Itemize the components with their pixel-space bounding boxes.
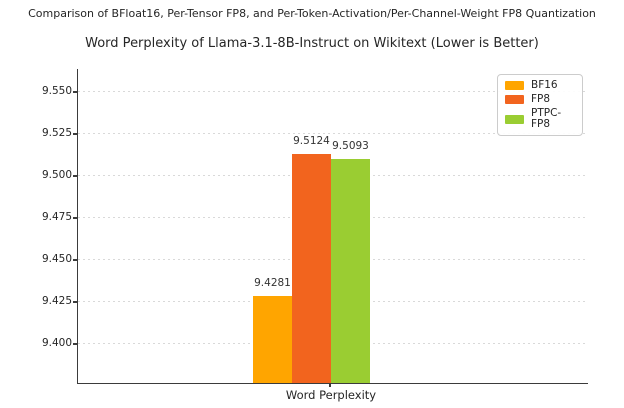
y-tick-mark: [73, 133, 77, 135]
y-tick-mark: [73, 259, 77, 261]
y-tick-mark: [73, 217, 77, 219]
legend-swatch: [505, 114, 524, 124]
plot-area: 9.4281 9.5124 9.5093: [77, 69, 588, 384]
x-tick: [329, 383, 331, 387]
legend-label: PTPC-FP8: [531, 107, 562, 130]
y-tick-label: 9.525: [41, 127, 72, 139]
gridline: [78, 91, 588, 92]
bar-value-label: 9.4281: [254, 276, 291, 289]
y-tick-label: 9.450: [41, 253, 72, 265]
legend-item: PTPC-FP8: [505, 108, 575, 130]
y-tick-label: 9.550: [41, 85, 72, 97]
legend-item: BF16: [505, 80, 575, 91]
legend-label: FP8: [531, 93, 551, 105]
y-tick-label: 9.400: [41, 337, 72, 349]
y-tick-mark: [73, 301, 77, 303]
legend-item: FP8: [505, 94, 575, 105]
legend-label: BF16: [531, 79, 558, 91]
bar-value-label: 9.5124: [293, 135, 330, 148]
y-tick-mark: [73, 343, 77, 345]
legend-swatch: [505, 95, 524, 104]
bar-bf16: [253, 295, 292, 383]
y-tick-mark: [73, 91, 77, 93]
figure-caption: Comparison of BFloat16, Per-Tensor FP8, …: [28, 7, 596, 20]
y-tick-mark: [73, 175, 77, 177]
x-axis-label: Word Perplexity: [285, 388, 377, 402]
legend: BF16 FP8 PTPC-FP8: [497, 74, 583, 136]
bar-ptpc-fp8: [331, 159, 370, 383]
legend-swatch: [505, 81, 524, 90]
bar-fp8: [292, 154, 331, 383]
bar-value-label: 9.5093: [332, 140, 369, 153]
y-tick-label: 9.500: [41, 169, 72, 181]
y-tick-label: 9.425: [41, 295, 72, 307]
chart-title: Word Perplexity of Llama-3.1-8B-Instruct…: [85, 36, 539, 51]
y-tick-label: 9.475: [41, 211, 72, 223]
gridline: [78, 133, 588, 134]
